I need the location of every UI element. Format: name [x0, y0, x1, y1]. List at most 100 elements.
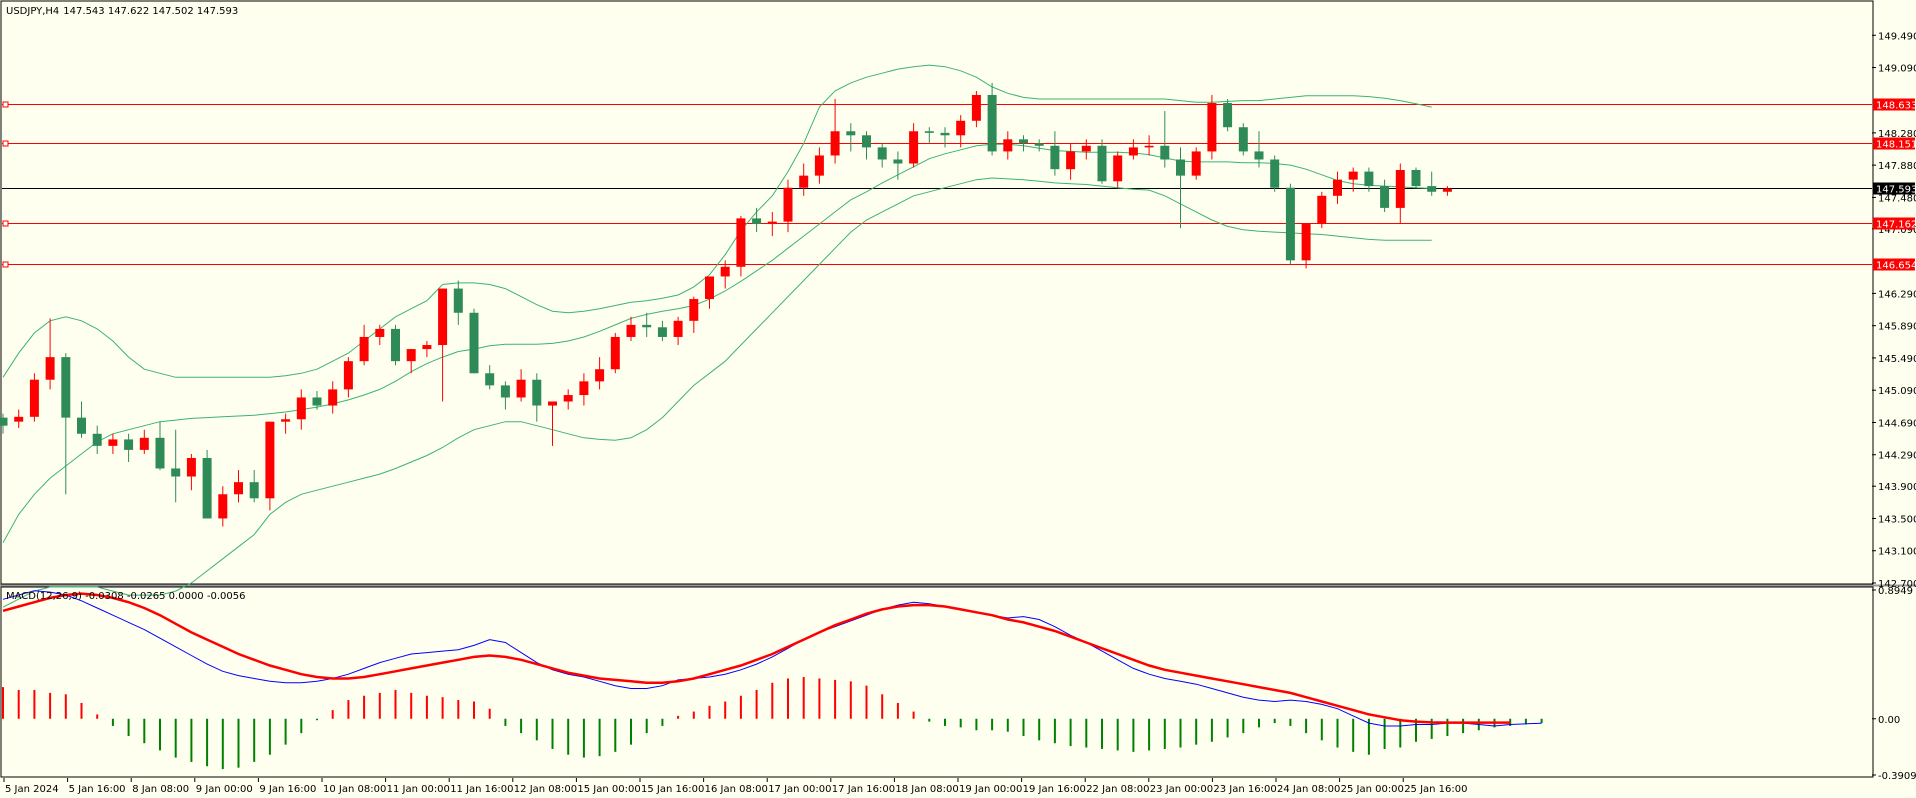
price-tick-label: 143.100: [1878, 547, 1916, 558]
level-tag-label: 147.162: [1876, 220, 1916, 231]
price-tick-label: 149.090: [1878, 64, 1916, 75]
candle-body: [234, 482, 243, 495]
candle-body: [626, 324, 636, 337]
level-tag-bg: [1873, 98, 1915, 111]
level-handle-1[interactable]: [2, 140, 9, 147]
level-labels: 148.633 148.151 147.162 146.654 147.593: [1873, 98, 1916, 272]
candle-body: [1395, 169, 1405, 208]
candle-body: [862, 135, 871, 148]
time-tick-label: 5 Jan 16:00: [69, 784, 126, 795]
macd-label: MACD(12,26,9) -0.0308 -0.0265 0.0000 -0.…: [6, 591, 245, 602]
candle-body: [1081, 145, 1091, 152]
candle-body: [1176, 159, 1185, 176]
candle-body: [814, 155, 824, 176]
level-handle-3[interactable]: [2, 261, 9, 268]
candle-body: [1380, 186, 1390, 208]
macd-indicator: [2, 590, 1543, 770]
candle-body: [61, 357, 71, 418]
candle-body: [1144, 145, 1154, 148]
level-tag-label: 148.151: [1876, 140, 1916, 151]
candle-body: [1348, 171, 1358, 180]
ohlc-text: 147.543 147.622 147.502 147.593: [63, 6, 238, 17]
time-tick-label: 15 Jan 00:00: [577, 784, 640, 795]
time-tick-label: 11 Jan 00:00: [387, 784, 450, 795]
candle-body: [202, 457, 212, 519]
candle-body: [767, 221, 777, 225]
candle-body: [1238, 127, 1248, 152]
level-tag-label: 147.593: [1876, 185, 1916, 196]
candle-body: [673, 320, 683, 337]
candle-body: [1191, 151, 1201, 176]
candle-body: [422, 345, 432, 350]
candle-body: [375, 328, 385, 337]
time-tick-label: 8 Jan 08:00: [132, 784, 189, 795]
candle-body: [516, 379, 526, 398]
candle-body: [296, 397, 306, 420]
candle-body: [155, 437, 165, 469]
candle-body: [877, 147, 887, 160]
bollinger-bands: [2, 64, 1432, 608]
macd-tick-label: 0.00: [1878, 715, 1900, 726]
candle-body: [752, 218, 762, 225]
price-tick-label: 145.490: [1878, 354, 1916, 365]
candle-body: [579, 381, 589, 396]
time-tick-label: 23 Jan 00:00: [1150, 784, 1213, 795]
candle-body: [14, 416, 24, 422]
candle-body: [783, 187, 793, 222]
level-tag-label: 146.654: [1876, 261, 1916, 272]
time-tick-label: 25 Jan 16:00: [1404, 784, 1467, 795]
candles: [0, 82, 1452, 527]
macd-tick-label: 0.8949: [1878, 586, 1913, 597]
price-tick-label: 143.900: [1878, 482, 1916, 493]
candle-body: [108, 439, 118, 446]
price-tick-label: 144.690: [1878, 418, 1916, 429]
candle-body: [1285, 187, 1295, 261]
candle-body: [29, 379, 39, 417]
level-tag-bg: [1873, 137, 1915, 150]
candle-body: [532, 379, 542, 406]
candle-body: [893, 159, 903, 164]
candle-body: [595, 369, 605, 382]
candle-body: [1128, 147, 1138, 156]
candle-body: [1442, 188, 1452, 192]
level-tag-label: 148.633: [1876, 101, 1916, 112]
candle-body: [171, 468, 181, 477]
candle-body: [343, 361, 353, 390]
candle-body: [265, 421, 275, 499]
price-tick-label: 142.700: [1878, 579, 1916, 590]
time-tick-label: 23 Jan 16:00: [1213, 784, 1276, 795]
candle-body: [139, 437, 149, 450]
candle-body: [1254, 151, 1264, 160]
time-tick-label: 17 Jan 16:00: [832, 784, 895, 795]
price-tick-label: 147.480: [1878, 193, 1916, 204]
candle-body: [1270, 159, 1280, 188]
level-handle-0[interactable]: [2, 101, 9, 108]
candle-body: [1301, 224, 1311, 261]
candle-body: [1113, 155, 1123, 182]
candle-body: [485, 373, 495, 386]
candle-body: [1097, 145, 1107, 182]
candle-body: [218, 494, 228, 519]
band-middle: [2, 143, 1432, 543]
time-tick-label: 17 Jan 00:00: [768, 784, 831, 795]
level-handle-2[interactable]: [2, 220, 9, 227]
time-tick-label: 9 Jan 00:00: [196, 784, 253, 795]
candle-body: [909, 131, 919, 164]
price-axis: 149.490 149.090 148.280 147.880 147.480 147.0…: [1872, 31, 1916, 590]
candle-body: [312, 397, 322, 406]
candle-body: [453, 288, 463, 313]
candle-body: [1223, 103, 1233, 128]
time-tick-label: 19 Jan 16:00: [1023, 784, 1086, 795]
candle-body: [77, 417, 86, 434]
symbol-text: USDJPY,H4: [6, 6, 59, 17]
price-tick-label: 147.090: [1878, 225, 1916, 236]
candle-body: [1411, 169, 1421, 187]
candle-body: [642, 324, 652, 328]
candle-body: [846, 131, 856, 136]
time-tick-label: 18 Jan 08:00: [895, 784, 958, 795]
time-tick-label: 11 Jan 16:00: [450, 784, 513, 795]
candle-body: [328, 389, 338, 406]
candle-body: [736, 218, 746, 267]
candle-body: [249, 482, 259, 499]
